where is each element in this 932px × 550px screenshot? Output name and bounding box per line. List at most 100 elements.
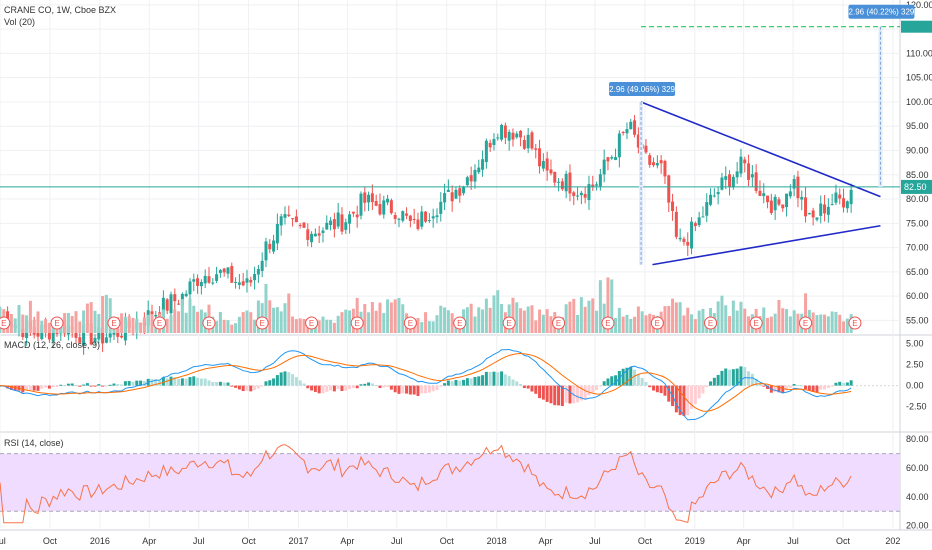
x-tick-label: Oct xyxy=(43,536,58,546)
candle-body xyxy=(785,193,789,208)
volume-bar xyxy=(275,307,279,333)
volume-bar xyxy=(317,320,321,333)
macd-histogram-bar xyxy=(705,385,709,388)
volume-bar xyxy=(139,322,143,333)
x-tick-label: 2017 xyxy=(289,536,309,546)
volume-bar xyxy=(268,300,272,333)
candle-body xyxy=(807,213,811,215)
volume-bar xyxy=(329,319,333,333)
macd-histogram-bar xyxy=(606,378,610,386)
earnings-marker xyxy=(704,316,718,330)
price-tick-label: 95.00 xyxy=(906,121,929,131)
symbol-legend[interactable]: CRANE CO, 1W, Cboe BZX Vol (20) xyxy=(4,4,116,28)
volume-bar xyxy=(443,307,447,333)
macd-histogram-bar xyxy=(9,385,13,390)
macd-histogram-bar xyxy=(158,380,162,386)
candle-body xyxy=(294,216,298,223)
volume-legend[interactable]: Vol (20) xyxy=(4,17,36,27)
macd-histogram-bar xyxy=(678,385,682,416)
measure-label-left-box xyxy=(609,81,676,96)
volume-bar xyxy=(363,304,367,333)
macd-histogram-bar xyxy=(207,380,211,386)
candle-body xyxy=(424,211,428,222)
candle-body xyxy=(241,281,245,286)
macd-histogram-bar xyxy=(78,385,82,387)
candle-body xyxy=(503,125,507,138)
volume-bar xyxy=(142,317,146,333)
volume-bar xyxy=(249,312,253,333)
candle-body xyxy=(382,200,386,215)
symbol-title[interactable]: CRANE CO, 1W, Cboe BZX xyxy=(4,5,117,15)
x-tick-label: Apr xyxy=(539,536,553,546)
candle-body xyxy=(473,169,477,182)
candle-body xyxy=(819,203,823,216)
volume-bar xyxy=(492,295,496,333)
macd-histogram-bar xyxy=(454,380,458,386)
macd-histogram-bar xyxy=(416,385,420,396)
macd-histogram-bar xyxy=(530,385,534,392)
earnings-marker-label: E xyxy=(309,319,314,328)
macd-histogram-bar xyxy=(845,382,849,386)
candle-body xyxy=(541,160,545,169)
volume-bar xyxy=(830,311,834,333)
earnings-marker xyxy=(650,316,664,330)
candle-body xyxy=(283,214,287,218)
macd-histogram-bar xyxy=(344,385,348,391)
candle-body xyxy=(211,282,215,284)
macd-histogram-bar xyxy=(294,377,298,386)
candle-body xyxy=(720,177,724,190)
volume-bar xyxy=(13,318,17,333)
volume-bar xyxy=(344,309,348,333)
macd-histogram-bar xyxy=(104,385,108,387)
x-tick-label: Oct xyxy=(836,536,851,546)
volume-bar xyxy=(218,311,222,333)
earnings-marker-label: E xyxy=(803,319,808,328)
volume-bar xyxy=(500,304,504,333)
candle-body xyxy=(606,157,610,162)
volume-bar xyxy=(720,295,724,333)
earnings-marker-label: E xyxy=(457,319,462,328)
candle-body xyxy=(625,129,629,134)
earnings-marker-label: E xyxy=(408,319,413,328)
candle-body xyxy=(36,331,40,337)
volume-bar xyxy=(731,300,735,333)
macd-histogram-bar xyxy=(28,385,32,391)
macd-histogram-bar xyxy=(465,378,469,386)
macd-histogram-bar xyxy=(169,376,173,386)
rsi-pane[interactable] xyxy=(0,444,900,524)
macd-tick-label: -2.50 xyxy=(906,402,927,412)
macd-histogram-bar xyxy=(51,385,55,388)
candle-body xyxy=(237,282,241,285)
macd-histogram-bar xyxy=(614,375,618,386)
macd-histogram-bar xyxy=(724,368,728,386)
macd-histogram-bar xyxy=(374,385,378,387)
candle-body xyxy=(89,323,93,345)
macd-histogram-bar xyxy=(199,378,203,386)
candle-body xyxy=(420,211,424,227)
macd-legend[interactable]: MACD (12, 26, close, 9) xyxy=(4,340,101,350)
macd-histogram-bar xyxy=(378,385,382,388)
macd-histogram-bar xyxy=(351,385,355,389)
volume-bar xyxy=(382,313,386,333)
candle-body xyxy=(735,171,739,178)
macd-histogram-bar xyxy=(815,385,819,393)
candle-body xyxy=(515,133,519,138)
macd-histogram-bar xyxy=(70,383,74,386)
macd-histogram-bar xyxy=(165,378,169,386)
macd-pane[interactable] xyxy=(0,348,900,421)
candle-body xyxy=(177,303,181,305)
x-tick-label: Oct xyxy=(242,536,257,546)
volume-bar xyxy=(549,316,553,333)
macd-histogram-bar xyxy=(610,376,614,386)
macd-histogram-bar xyxy=(522,385,526,389)
rsi-legend[interactable]: RSI (14, close) xyxy=(4,438,64,448)
volume-bar xyxy=(21,314,25,333)
earnings-marker-label: E xyxy=(111,319,116,328)
volume-bar xyxy=(188,298,192,333)
macd-histogram-bar xyxy=(640,377,644,386)
rsi-band xyxy=(0,453,900,512)
candle-body xyxy=(617,133,621,158)
candle-body xyxy=(743,159,747,164)
candle-body xyxy=(477,167,481,173)
